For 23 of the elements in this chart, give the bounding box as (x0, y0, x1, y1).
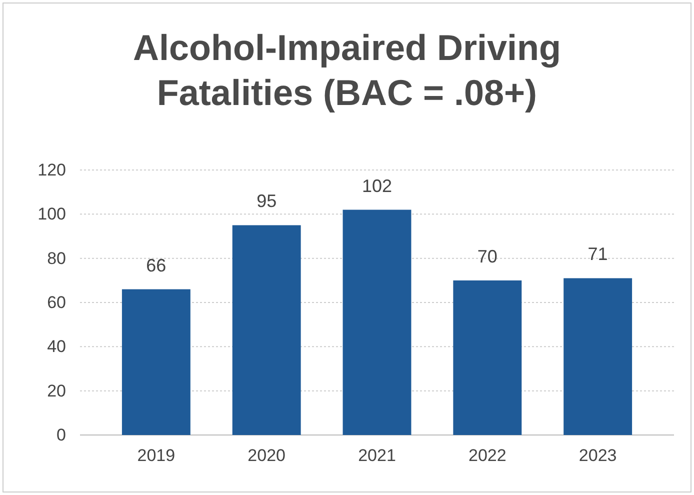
y-tick-label: 100 (38, 204, 66, 224)
x-tick-label: 2021 (358, 446, 396, 466)
data-label: 71 (588, 244, 608, 264)
x-tick-label: 2019 (137, 446, 176, 466)
bar (122, 289, 190, 435)
data-label: 70 (477, 246, 498, 266)
x-tick-label: 2020 (248, 446, 286, 466)
bar (342, 210, 412, 435)
y-tick-label: 0 (56, 425, 66, 444)
data-label: 66 (146, 255, 166, 276)
x-tick-label: 2022 (468, 446, 506, 466)
y-tick-label: 20 (47, 381, 66, 400)
bar (232, 225, 301, 435)
x-tick-label: 2023 (578, 446, 617, 466)
bar (564, 278, 632, 435)
chart-title: Alcohol-Impaired Driving Fatalities (BAC = .08+) (132, 27, 562, 113)
bar (453, 280, 522, 435)
y-tick-label: 120 (38, 160, 66, 180)
data-label: 102 (362, 176, 392, 196)
y-tick-label: 80 (47, 248, 66, 268)
data-label: 95 (256, 191, 277, 212)
y-tick-label: 40 (47, 337, 66, 356)
y-tick-label: 60 (47, 292, 66, 312)
